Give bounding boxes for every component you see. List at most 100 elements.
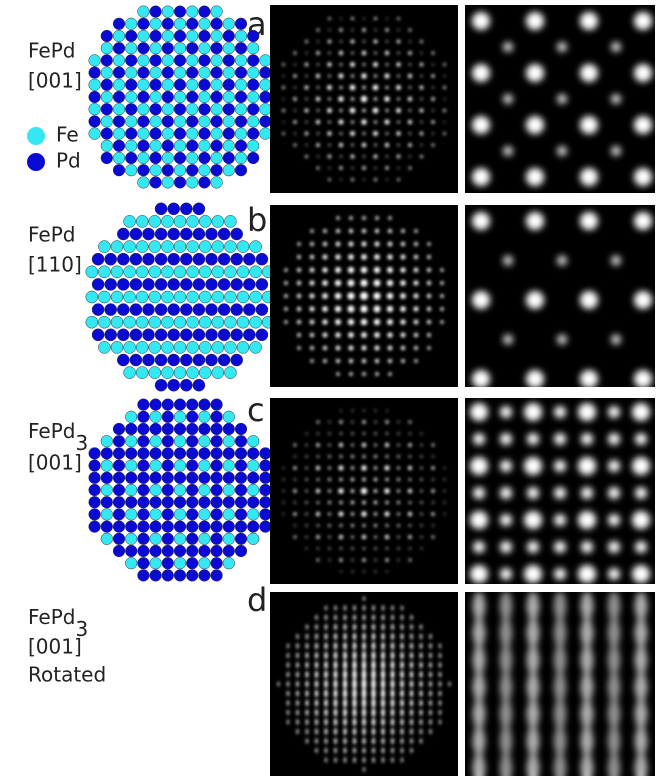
- spot: [420, 524, 422, 526]
- spot: [351, 97, 354, 100]
- spot: [580, 168, 598, 186]
- spot: [362, 420, 365, 423]
- spot: [381, 689, 385, 699]
- atom: [113, 521, 125, 533]
- direction: [110]: [28, 253, 82, 277]
- atom: [149, 316, 161, 328]
- spot: [527, 541, 539, 553]
- spot: [363, 432, 365, 434]
- atom: [150, 448, 162, 460]
- spot: [578, 565, 596, 583]
- atom: [98, 266, 110, 278]
- atom: [138, 91, 150, 103]
- spot: [500, 433, 512, 445]
- atom: [174, 177, 186, 189]
- atom: [138, 116, 150, 128]
- atom: [138, 521, 150, 533]
- atom: [235, 521, 247, 533]
- atom: [136, 316, 148, 328]
- spot: [396, 131, 400, 135]
- spot: [362, 660, 366, 670]
- spot: [374, 432, 376, 434]
- spot: [427, 242, 430, 245]
- spot: [305, 75, 307, 77]
- atom: [174, 91, 186, 103]
- atom: [92, 304, 104, 316]
- atom: [237, 316, 249, 328]
- spot: [381, 633, 384, 640]
- atom: [113, 91, 125, 103]
- spot: [362, 51, 366, 55]
- atom: [218, 278, 230, 290]
- spot: [343, 728, 346, 735]
- spot: [328, 455, 331, 458]
- spot: [526, 168, 544, 186]
- spot: [351, 52, 353, 54]
- spot: [339, 501, 342, 504]
- spot: [310, 320, 315, 325]
- atom: [199, 116, 211, 128]
- atom: [125, 484, 137, 496]
- spot: [344, 757, 346, 762]
- spot: [339, 558, 342, 561]
- spot: [350, 131, 355, 136]
- atom: [247, 42, 259, 54]
- spot: [374, 536, 377, 539]
- atom: [168, 203, 180, 215]
- spot: [386, 179, 388, 181]
- atom: [168, 304, 180, 316]
- atom: [125, 164, 137, 176]
- spot: [387, 293, 394, 300]
- atom: [199, 496, 211, 508]
- atom: [211, 18, 223, 30]
- spot: [420, 719, 423, 725]
- spot: [473, 433, 485, 445]
- spot: [362, 698, 366, 708]
- atom: [138, 533, 150, 545]
- spot: [343, 633, 346, 640]
- spot: [401, 359, 405, 363]
- spot: [385, 166, 388, 169]
- spot: [362, 688, 366, 699]
- streak: [474, 592, 484, 776]
- spot: [374, 121, 377, 124]
- spot: [351, 501, 354, 504]
- atom: [223, 435, 235, 447]
- atom: [149, 341, 161, 353]
- legend-label: Fe: [56, 123, 79, 147]
- spot: [349, 216, 353, 220]
- spot: [296, 700, 298, 706]
- spot: [410, 671, 413, 679]
- spot: [374, 17, 377, 20]
- spot: [386, 455, 389, 458]
- atom: [199, 367, 211, 379]
- spot: [397, 524, 400, 527]
- atom: [205, 253, 217, 265]
- spot: [361, 119, 366, 124]
- pattern-panel: [465, 205, 655, 387]
- spot: [401, 728, 404, 735]
- atom: [113, 484, 125, 496]
- spot: [414, 242, 418, 246]
- spot: [375, 372, 379, 376]
- spot: [339, 420, 342, 423]
- spot: [372, 642, 375, 650]
- atom: [187, 241, 199, 253]
- spot: [431, 466, 434, 469]
- atom: [199, 128, 211, 140]
- atom: [86, 291, 98, 303]
- spot: [634, 116, 652, 134]
- atom: [186, 103, 198, 115]
- spot: [340, 132, 343, 135]
- atom: [260, 91, 272, 103]
- atom: [117, 228, 129, 240]
- spot: [353, 728, 356, 736]
- spot: [503, 94, 513, 104]
- spot: [421, 548, 423, 550]
- atom: [113, 67, 125, 79]
- atom: [150, 140, 162, 152]
- spot: [371, 679, 375, 690]
- spot: [340, 410, 342, 412]
- spot: [391, 651, 394, 659]
- spot: [325, 606, 327, 611]
